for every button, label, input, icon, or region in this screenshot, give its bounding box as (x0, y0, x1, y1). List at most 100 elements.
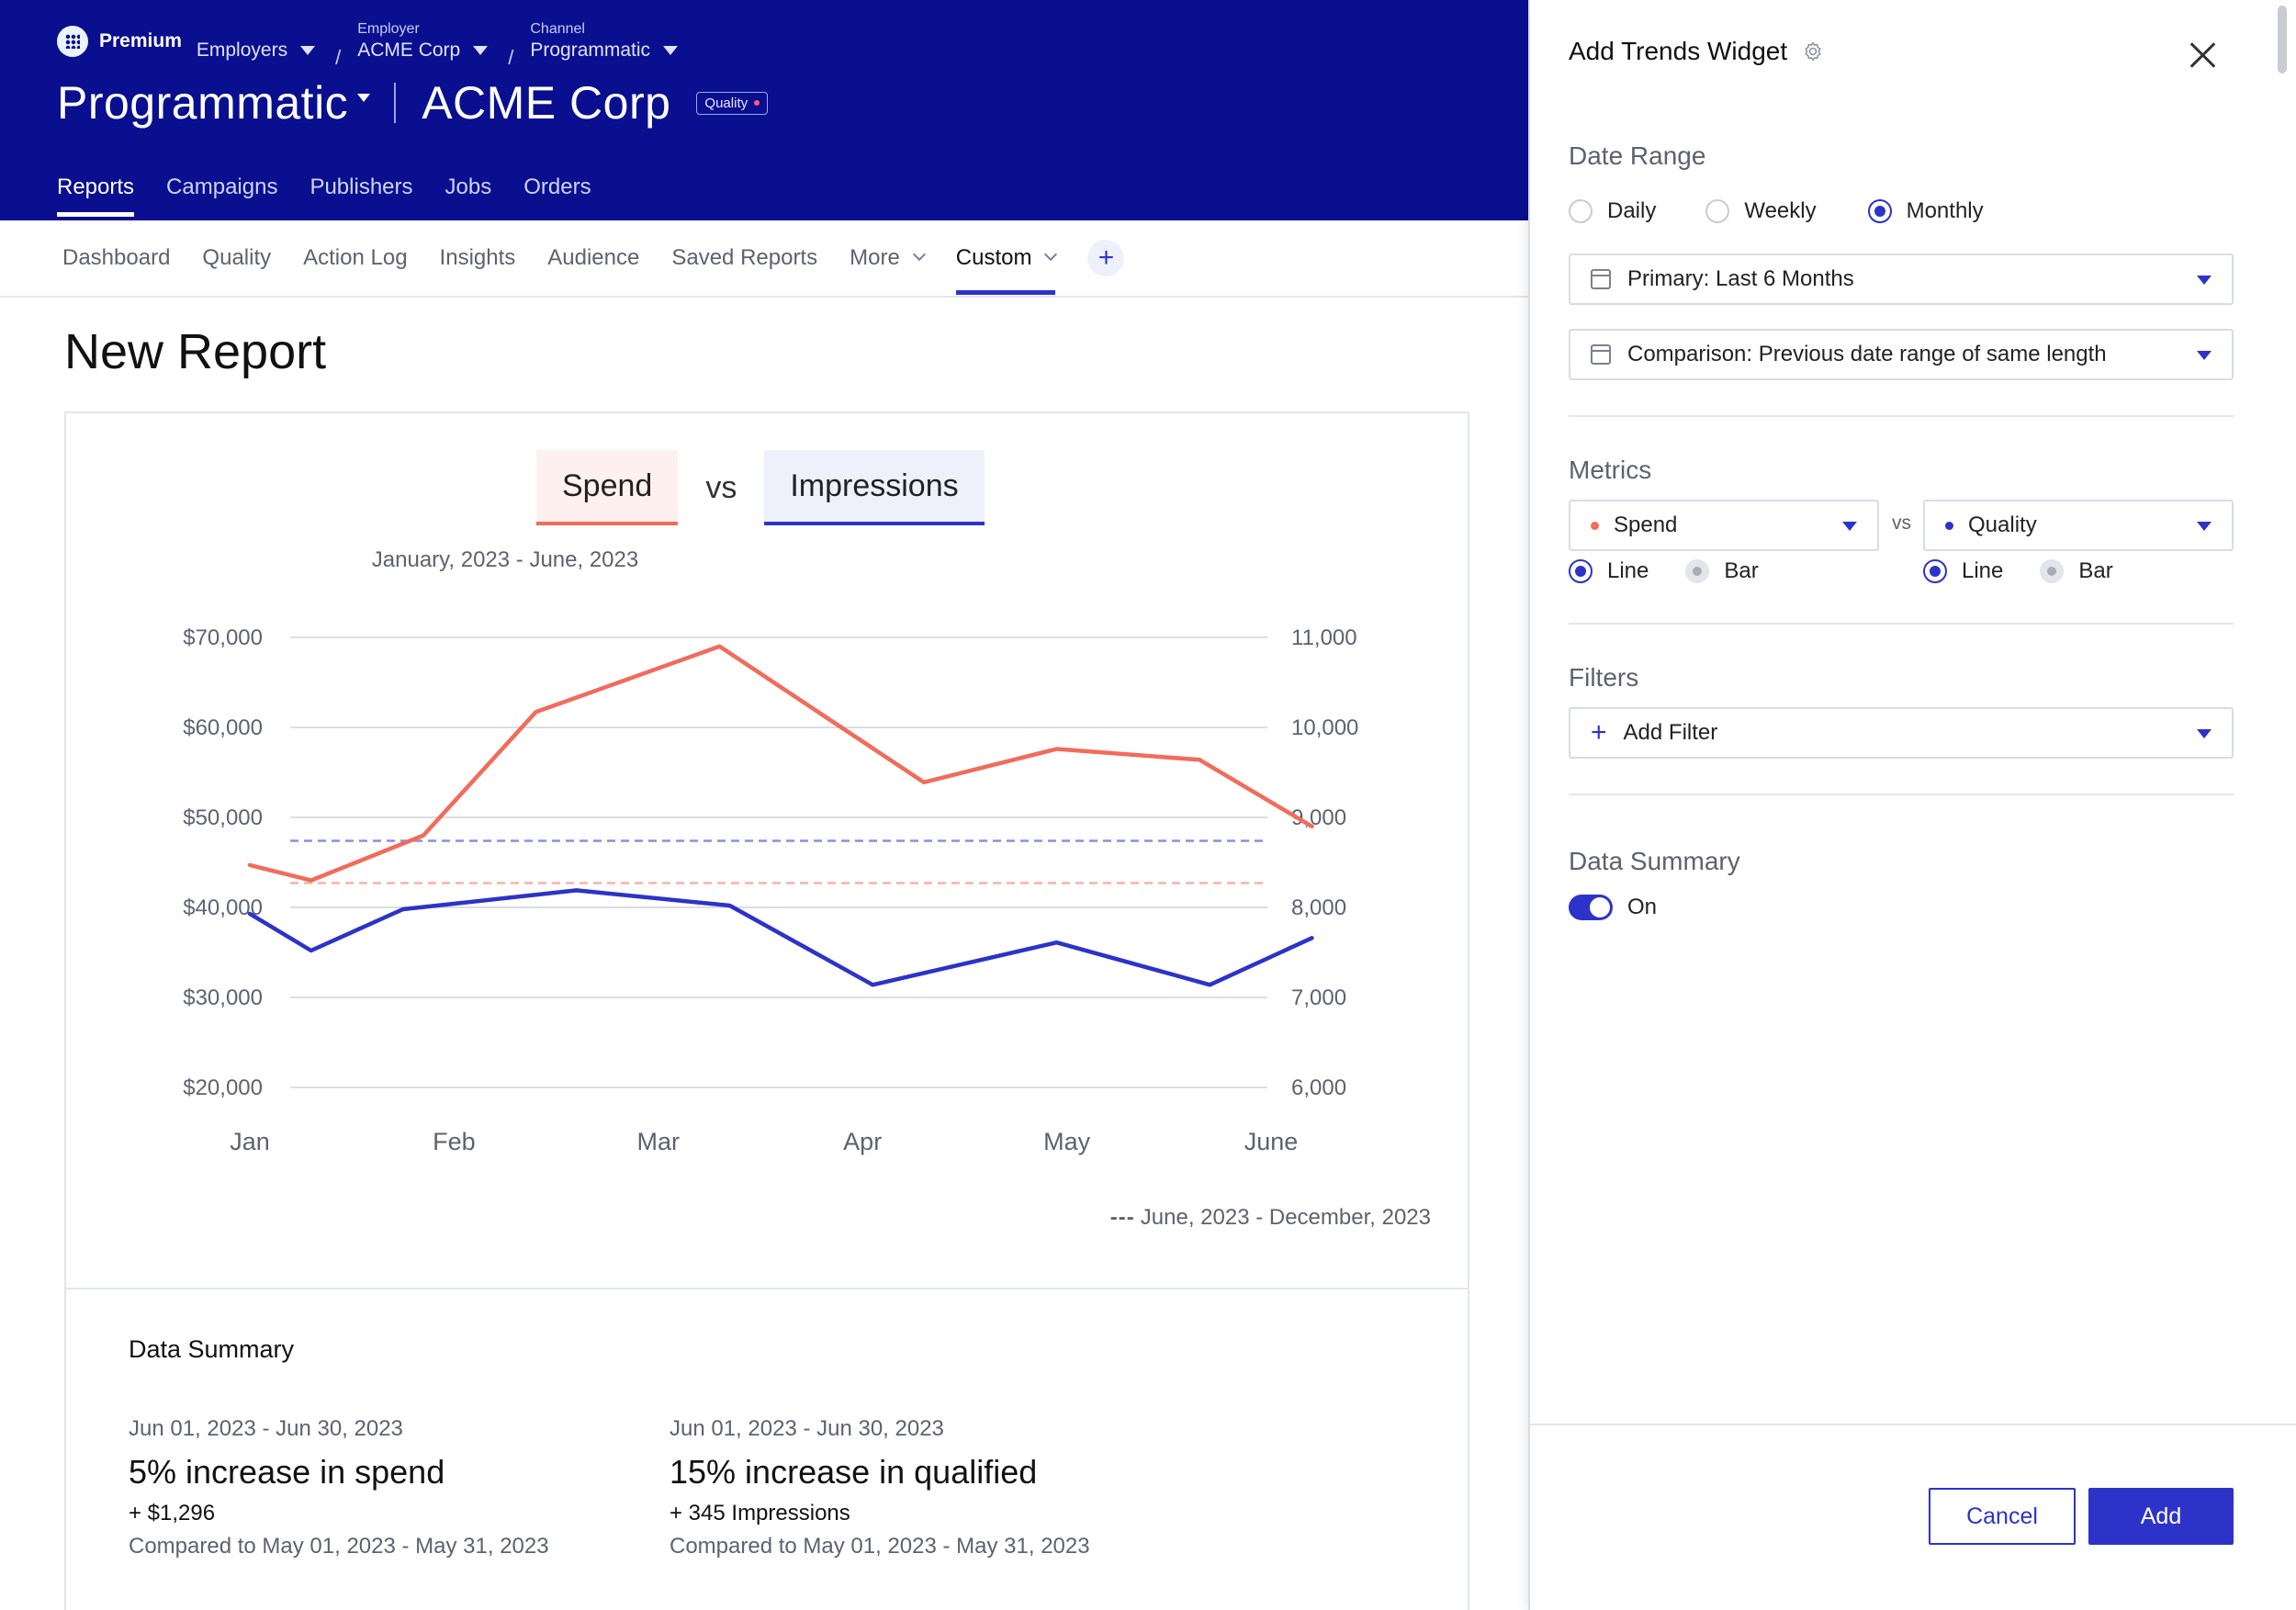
x-tick-label: May (1043, 1128, 1091, 1155)
tab-more[interactable]: More (850, 220, 926, 297)
tab-audience[interactable]: Audience (547, 245, 640, 270)
radio-selected-icon (1923, 559, 1947, 583)
radio-label: Monthly (1906, 198, 1984, 223)
summary-comparison: Compared to May 01, 2023 - May 31, 2023 (129, 1534, 549, 1559)
nav-orders[interactable]: Orders (523, 175, 591, 199)
add-button[interactable]: Add (2088, 1488, 2234, 1545)
radio-selected-icon (1867, 199, 1892, 223)
channel-title[interactable]: Programmatic (57, 77, 349, 129)
calendar-icon (1591, 344, 1611, 365)
channel-caret-icon[interactable] (357, 93, 371, 102)
nav-reports[interactable]: Reports (57, 175, 135, 217)
x-tick-label: Feb (433, 1128, 476, 1155)
tab-custom-label: Custom (955, 245, 1032, 270)
toggle-switch[interactable] (1569, 895, 1613, 920)
filters-label: Filters (1569, 663, 1639, 692)
plus-icon: + (1591, 717, 1607, 748)
section-divider (1569, 415, 2234, 417)
y-right-tick-label: 11,000 (1291, 625, 1357, 650)
tab-quality[interactable]: Quality (202, 245, 272, 270)
radio-icon (1705, 199, 1730, 223)
summary-item-spend: Jun 01, 2023 - Jun 30, 2023 5% increase … (129, 1416, 549, 1559)
add-filter-select[interactable]: + Add Filter (1569, 707, 2234, 759)
crumb-caption: Employer (357, 21, 420, 37)
trends-widget-card: Spend vs Impressions January, 2023 - Jun… (64, 411, 1469, 1610)
x-tick-label: Apr (843, 1128, 882, 1155)
section-divider (1569, 623, 2234, 625)
main-nav: Reports Campaigns Publishers Jobs Orders (57, 175, 624, 217)
data-summary-label: Data Summary (1569, 847, 1740, 875)
metric-color-dot (1945, 521, 1953, 530)
quality-badge-label: Quality (704, 95, 748, 111)
metric-right-type-group: Line Bar (1923, 558, 2150, 584)
radio-disabled-icon (2040, 559, 2065, 583)
tab-more-label: More (850, 245, 900, 270)
crumb-value: ACME Corp (357, 39, 461, 61)
data-summary: Data Summary Jun 01, 2023 - Jun 30, 2023… (66, 1288, 1468, 1610)
comparison-range: June, 2023 - December, 2023 (1140, 1205, 1431, 1230)
summary-delta: + $1,296 (129, 1501, 216, 1526)
select-value: Add Filter (1623, 720, 1718, 745)
radio-left-bar[interactable]: Bar (1685, 558, 1759, 584)
y-left-tick-label: $70,000 (183, 625, 263, 650)
radio-daily[interactable]: Daily (1569, 198, 1656, 224)
tab-action-log[interactable]: Action Log (303, 245, 408, 270)
y-left-tick-label: $20,000 (183, 1075, 263, 1100)
cancel-button[interactable]: Cancel (1929, 1488, 2076, 1545)
select-value: Spend (1614, 512, 1678, 537)
granularity-group: Daily Weekly Monthly (1569, 198, 2020, 224)
close-icon[interactable] (2188, 40, 2217, 70)
radio-selected-icon (1569, 559, 1593, 583)
summary-date: Jun 01, 2023 - Jun 30, 2023 (129, 1416, 403, 1441)
comparison-range-select[interactable]: Comparison: Previous date range of same … (1569, 329, 2234, 380)
summary-comparison: Compared to May 01, 2023 - May 31, 2023 (670, 1534, 1090, 1559)
radio-left-line[interactable]: Line (1569, 558, 1649, 584)
radio-right-line[interactable]: Line (1923, 558, 2003, 584)
nav-jobs[interactable]: Jobs (445, 175, 492, 199)
crumb-employers[interactable]: Employers (197, 21, 316, 62)
gear-icon[interactable] (1802, 40, 1824, 62)
nav-campaigns[interactable]: Campaigns (166, 175, 278, 199)
caret-down-icon (2197, 276, 2212, 285)
y-left-tick-label: $60,000 (183, 715, 263, 740)
radio-disabled-icon (1685, 559, 1710, 583)
radio-monthly[interactable]: Monthly (1867, 198, 1984, 224)
summary-item-qualified: Jun 01, 2023 - Jun 30, 2023 15% increase… (670, 1416, 1090, 1559)
dashed-line-icon: --- (1109, 1205, 1135, 1230)
section-divider (1569, 794, 2234, 795)
tab-insights[interactable]: Insights (439, 245, 516, 270)
crumb-employer[interactable]: Employer ACME Corp (357, 21, 489, 62)
radio-label: Line (1607, 558, 1649, 583)
panel-scrollbar[interactable] (2278, 6, 2287, 73)
y-right-tick-label: 10,000 (1291, 715, 1358, 740)
radio-label: Daily (1607, 198, 1657, 223)
select-value: Primary: Last 6 Months (1627, 266, 1854, 291)
y-right-tick-label: 6,000 (1291, 1075, 1346, 1100)
x-tick-label: Jan (230, 1128, 270, 1155)
data-summary-toggle[interactable]: On (1569, 895, 1657, 920)
metric-left-select[interactable]: Spend (1569, 500, 1879, 551)
select-value: Comparison: Previous date range of same … (1627, 342, 2107, 366)
metrics-label: Metrics (1569, 456, 1652, 484)
chevron-down-icon (1044, 247, 1058, 262)
radio-right-bar[interactable]: Bar (2040, 558, 2113, 584)
radio-weekly[interactable]: Weekly (1705, 198, 1817, 224)
primary-range-select[interactable]: Primary: Last 6 Months (1569, 253, 2234, 305)
toggle-label: On (1627, 895, 1658, 919)
summary-headline: 15% increase in qualified (670, 1453, 1038, 1491)
radio-label: Line (1962, 558, 2004, 583)
crumb-value: Programmatic (530, 39, 651, 61)
nav-publishers[interactable]: Publishers (310, 175, 413, 199)
brand-label: Premium (99, 30, 182, 51)
comparison-note: --- June, 2023 - December, 2023 (1110, 1205, 1431, 1231)
tab-custom[interactable]: Custom (955, 220, 1058, 297)
select-value: Quality (1968, 512, 2037, 537)
add-tab-button[interactable]: + (1087, 240, 1125, 276)
tab-saved-reports[interactable]: Saved Reports (671, 245, 818, 270)
tab-dashboard[interactable]: Dashboard (62, 245, 171, 270)
y-right-tick-label: 8,000 (1291, 895, 1346, 920)
caret-down-icon (1842, 522, 1857, 531)
summary-title: Data Summary (129, 1335, 295, 1363)
crumb-channel[interactable]: Channel Programmatic (530, 21, 679, 62)
metric-right-select[interactable]: Quality (1923, 500, 2234, 551)
